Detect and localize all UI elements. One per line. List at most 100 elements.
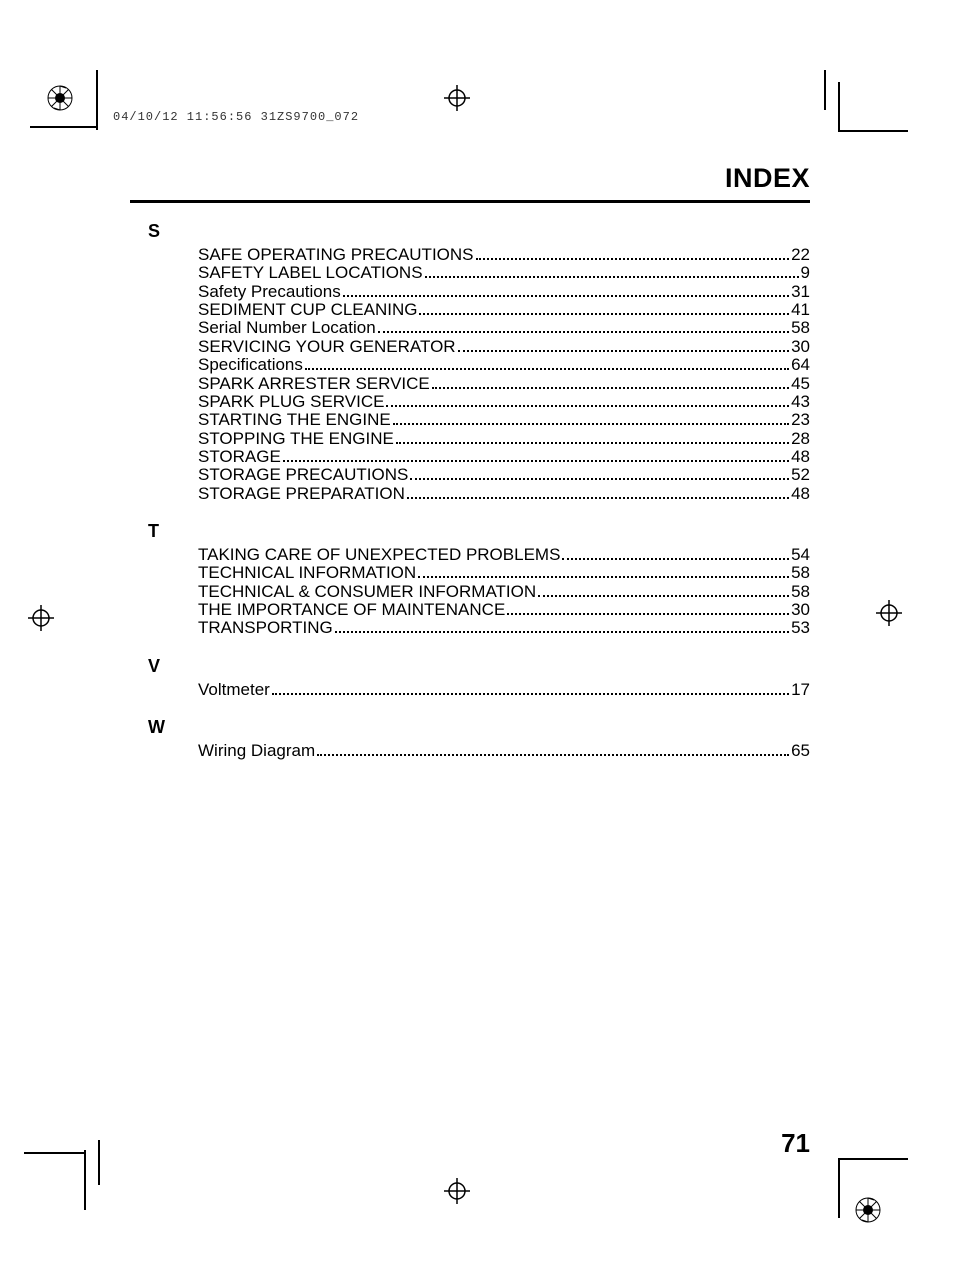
index-entry: STORAGE 48 xyxy=(198,448,810,466)
leader-dots xyxy=(386,405,789,407)
index-entry: TAKING CARE OF UNEXPECTED PROBLEMS 54 xyxy=(198,546,810,564)
registration-mark-icon xyxy=(876,600,902,626)
registration-mark-icon xyxy=(444,85,470,111)
leader-dots xyxy=(418,576,789,578)
index-entry-label: STORAGE xyxy=(198,448,281,466)
leader-dots xyxy=(562,558,789,560)
leader-dots xyxy=(305,368,789,370)
index-entry: SAFE OPERATING PRECAUTIONS22 xyxy=(198,246,810,264)
index-entry-page: 65 xyxy=(791,742,810,760)
index-entry-page: 48 xyxy=(791,485,810,503)
leader-dots xyxy=(396,442,789,444)
index-entry: STORAGE PREPARATION 48 xyxy=(198,485,810,503)
section-letter: W xyxy=(148,717,810,738)
leader-dots xyxy=(432,387,789,389)
index-entry-label: Serial Number Location xyxy=(198,319,376,337)
crop-mark xyxy=(838,82,840,132)
index-entry-label: THE IMPORTANCE OF MAINTENANCE xyxy=(198,601,505,619)
print-metadata-line: 04/10/12 11:56:56 31ZS9700_072 xyxy=(113,110,359,124)
leader-dots xyxy=(378,331,789,333)
index-entry: Serial Number Location 58 xyxy=(198,319,810,337)
index-entry-page: 30 xyxy=(791,601,810,619)
index-entry-page: 54 xyxy=(791,546,810,564)
index-entry-label: TAKING CARE OF UNEXPECTED PROBLEMS xyxy=(198,546,560,564)
leader-dots xyxy=(272,693,789,695)
crop-mark xyxy=(824,70,826,110)
index-entry-page: 23 xyxy=(791,411,810,429)
index-entry-page: 58 xyxy=(791,564,810,582)
index-entry: STOPPING THE ENGINE 28 xyxy=(198,430,810,448)
index-entry-page: 17 xyxy=(791,681,810,699)
index-entry-label: SAFE OPERATING PRECAUTIONS xyxy=(198,246,474,264)
index-entry-label: Voltmeter xyxy=(198,681,270,699)
index-entry-page: 58 xyxy=(791,319,810,337)
index-entry-label: Wiring Diagram xyxy=(198,742,315,760)
index-entry: Voltmeter 17 xyxy=(198,681,810,699)
index-entry-label: Safety Precautions xyxy=(198,283,341,301)
index-entry-page: 9 xyxy=(801,264,810,282)
index-entry-page: 28 xyxy=(791,430,810,448)
index-entry-label: STARTING THE ENGINE xyxy=(198,411,391,429)
page-number: 71 xyxy=(781,1128,810,1159)
index-entry-page: 53 xyxy=(791,619,810,637)
section-letter: V xyxy=(148,656,810,677)
index-entry-page: 52 xyxy=(791,466,810,484)
registration-mark-icon xyxy=(28,605,54,631)
crop-mark xyxy=(838,1158,908,1160)
leader-dots xyxy=(393,423,789,425)
page-title: INDEX xyxy=(130,163,810,194)
index-section: W Wiring Diagram 65 xyxy=(130,717,810,760)
crop-mark xyxy=(84,1150,86,1210)
index-entry-page: 48 xyxy=(791,448,810,466)
crop-mark xyxy=(30,126,98,128)
index-entry: SPARK PLUG SERVICE 43 xyxy=(198,393,810,411)
crop-mark xyxy=(838,1158,840,1218)
crop-mark xyxy=(24,1152,86,1154)
index-entry: THE IMPORTANCE OF MAINTENANCE 30 xyxy=(198,601,810,619)
index-entry-label: SAFETY LABEL LOCATIONS xyxy=(198,264,423,282)
index-entry-page: 64 xyxy=(791,356,810,374)
leader-dots xyxy=(425,276,799,278)
leader-dots xyxy=(410,478,789,480)
index-entry-label: STORAGE PREPARATION xyxy=(198,485,405,503)
index-entry-label: STOPPING THE ENGINE xyxy=(198,430,394,448)
index-entry-page: 43 xyxy=(791,393,810,411)
index-entry: SERVICING YOUR GENERATOR30 xyxy=(198,338,810,356)
crop-mark xyxy=(98,1140,100,1185)
leader-dots xyxy=(407,497,789,499)
section-letter: T xyxy=(148,521,810,542)
index-entry-label: SEDIMENT CUP CLEANING xyxy=(198,301,417,319)
index-section: TTAKING CARE OF UNEXPECTED PROBLEMS54TEC… xyxy=(130,521,810,638)
leader-dots xyxy=(507,613,789,615)
leader-dots xyxy=(317,754,789,756)
index-entry: TECHNICAL INFORMATION58 xyxy=(198,564,810,582)
index-entry-label: TECHNICAL & CONSUMER INFORMATION xyxy=(198,583,536,601)
index-entry: TECHNICAL & CONSUMER INFORMATION 58 xyxy=(198,583,810,601)
index-section: S SAFE OPERATING PRECAUTIONS22SAFETY LABE… xyxy=(130,221,810,503)
leader-dots xyxy=(458,350,790,352)
index-entry-label: Specifications xyxy=(198,356,303,374)
registration-mark-icon xyxy=(444,1178,470,1204)
index-entry-label: STORAGE PRECAUTIONS xyxy=(198,466,408,484)
index-entry-label: SPARK ARRESTER SERVICE xyxy=(198,375,430,393)
index-entry: SPARK ARRESTER SERVICE45 xyxy=(198,375,810,393)
index-entry-page: 30 xyxy=(791,338,810,356)
index-body: S SAFE OPERATING PRECAUTIONS22SAFETY LABE… xyxy=(130,221,810,761)
leader-dots xyxy=(419,313,789,315)
leader-dots xyxy=(476,258,790,260)
crop-mark xyxy=(96,70,98,130)
crop-mark xyxy=(838,130,908,132)
index-entry: STORAGE PRECAUTIONS 52 xyxy=(198,466,810,484)
leader-dots xyxy=(343,295,789,297)
section-letter: S xyxy=(148,221,810,242)
content-area: INDEX S SAFE OPERATING PRECAUTIONS22SAFET… xyxy=(130,163,810,761)
press-roller-icon xyxy=(852,1194,884,1226)
index-entry-label: SPARK PLUG SERVICE xyxy=(198,393,384,411)
press-roller-icon xyxy=(44,82,76,114)
index-entry: SAFETY LABEL LOCATIONS 9 xyxy=(198,264,810,282)
index-entry: Specifications 64 xyxy=(198,356,810,374)
index-entry: Wiring Diagram 65 xyxy=(198,742,810,760)
index-entry: TRANSPORTING53 xyxy=(198,619,810,637)
leader-dots xyxy=(335,631,789,633)
index-entry-page: 58 xyxy=(791,583,810,601)
